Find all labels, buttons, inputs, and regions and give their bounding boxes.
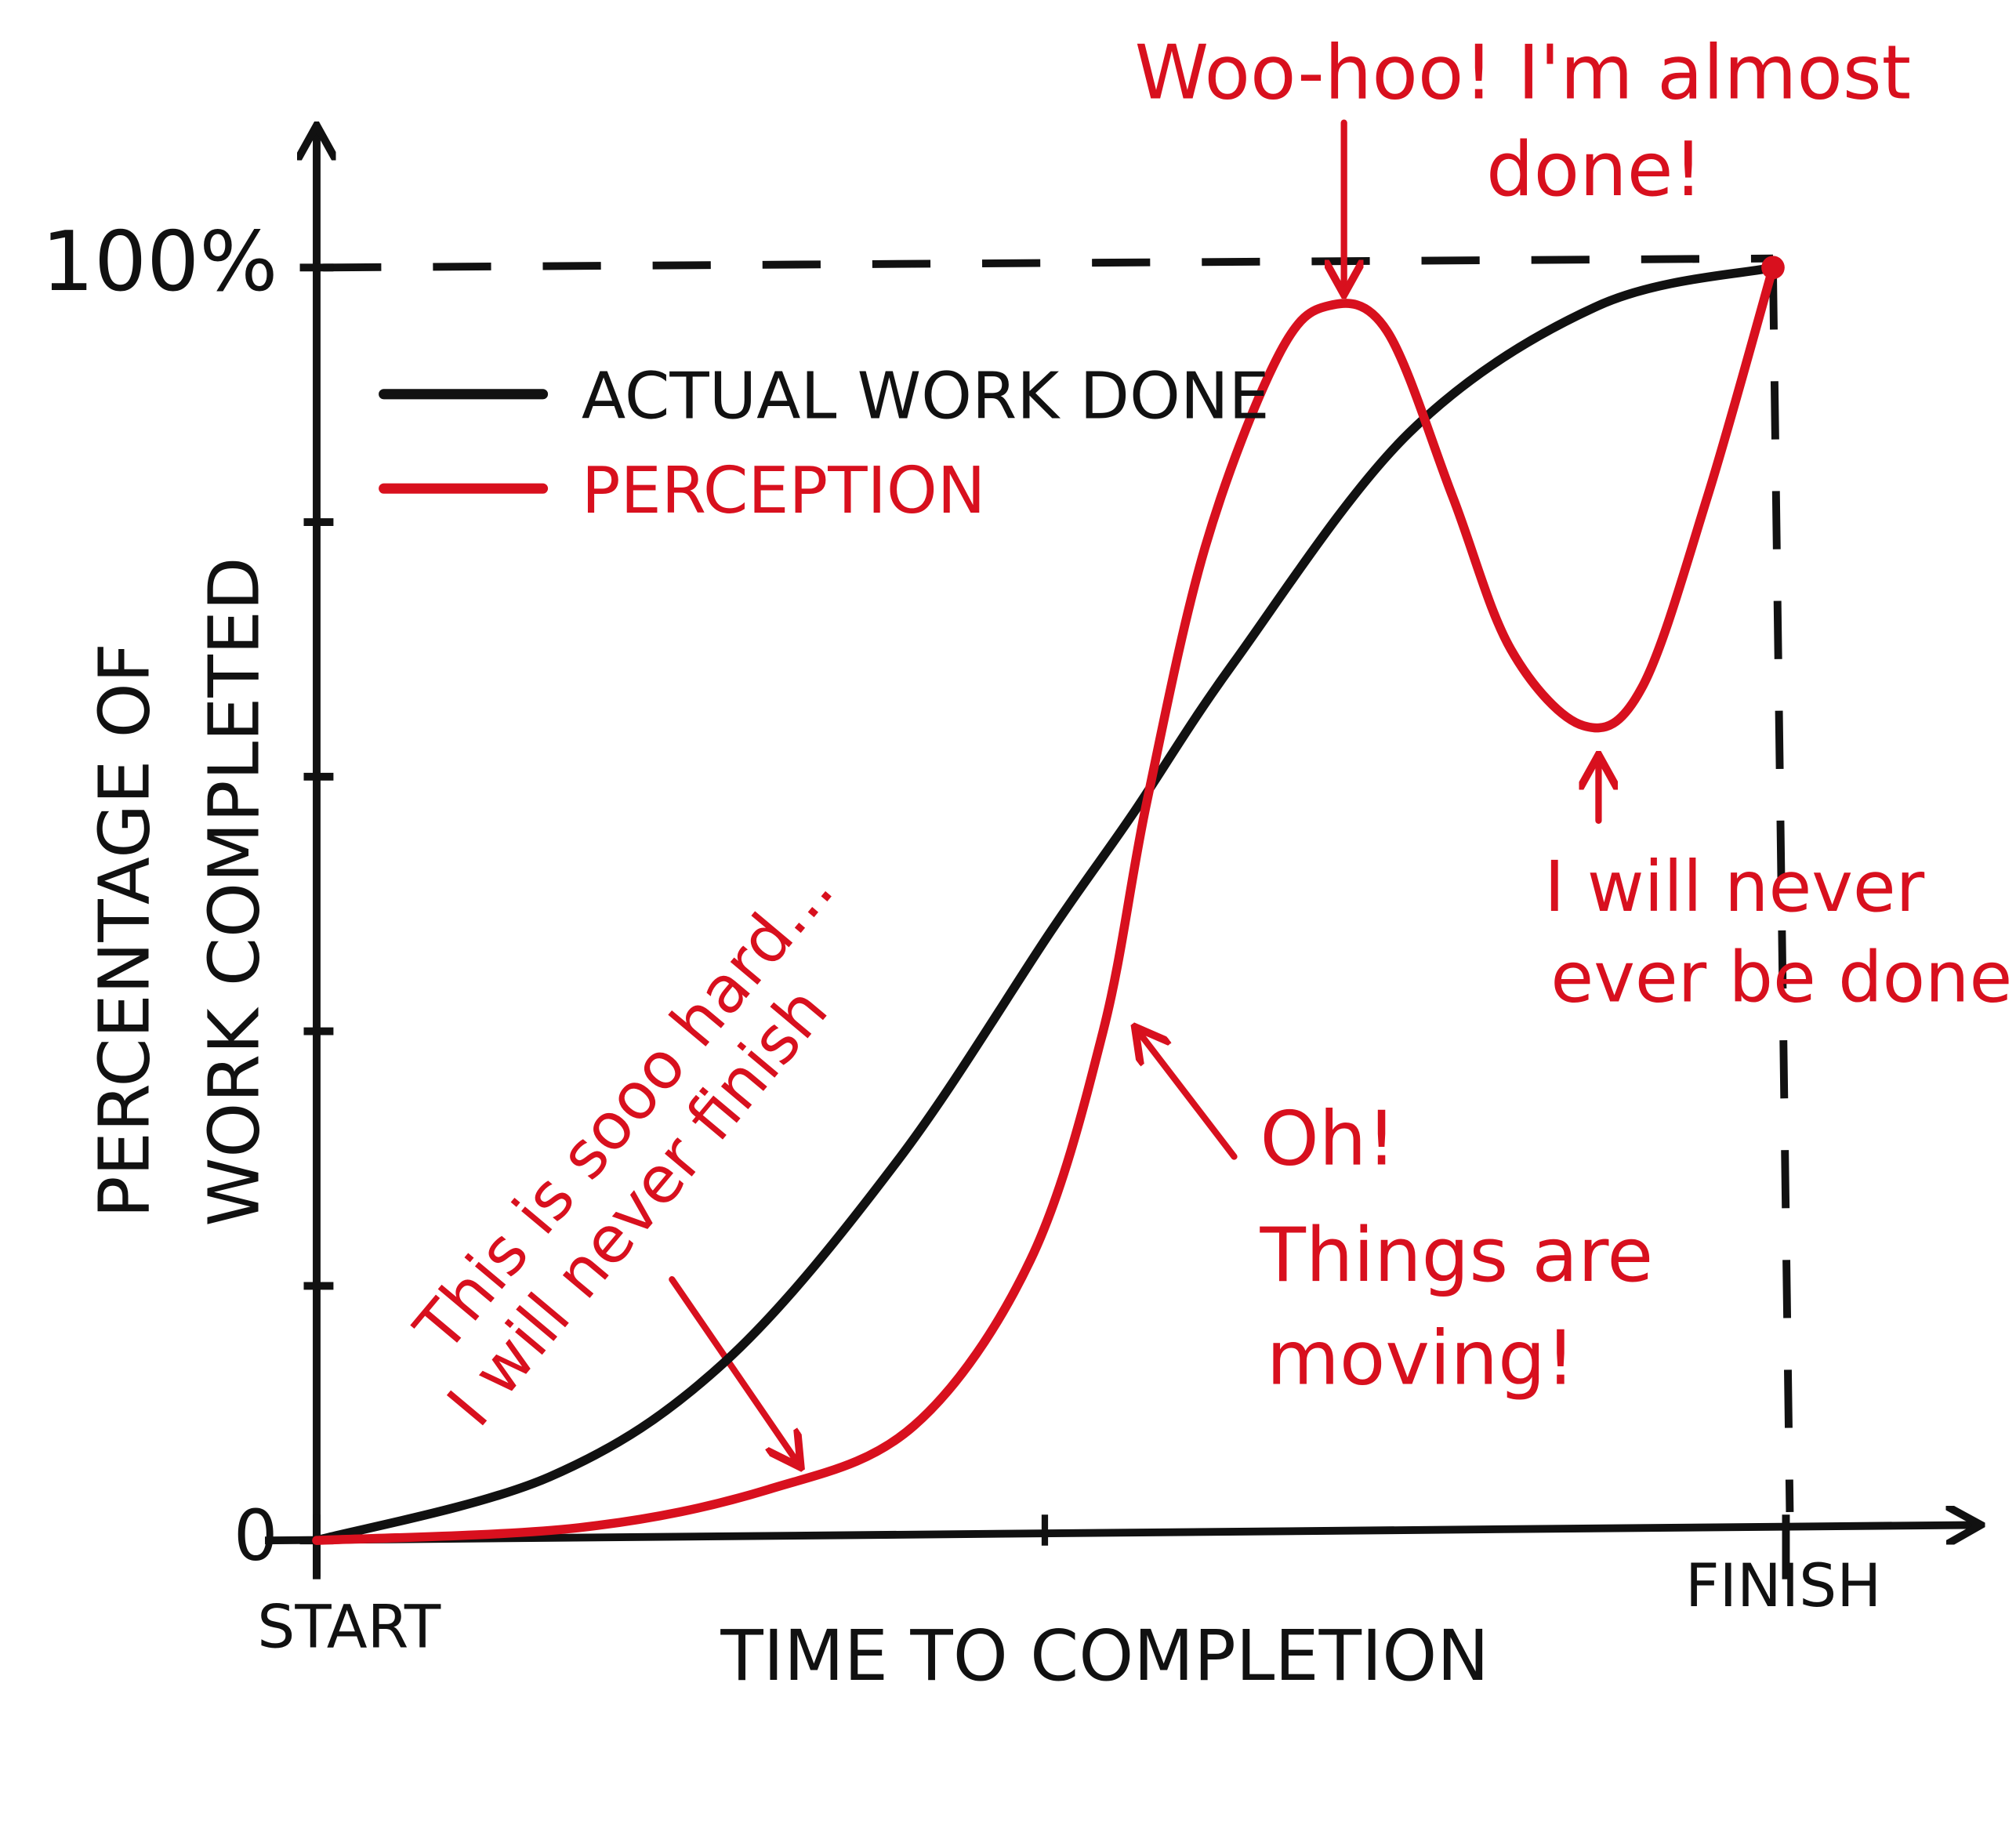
- series-line: [312, 263, 1778, 1545]
- y-tick-label: 0: [234, 1495, 278, 1576]
- legend-label: ACTUAL WORK DONE: [582, 359, 1270, 434]
- annotation: Oh!: [1260, 1094, 1396, 1182]
- x-axis-label: TIME TO COMPLETION: [720, 1615, 1489, 1696]
- annotation: This is sooo hard...: [401, 853, 848, 1366]
- annotation: moving!: [1267, 1315, 1575, 1402]
- annotation-arrow: [1137, 1030, 1238, 1160]
- y-axis-label: PERCENTAGE OF: [83, 643, 165, 1218]
- series-line: [312, 263, 1778, 1545]
- x-axis: [264, 1525, 1977, 1540]
- annotation: ever be done...: [1550, 936, 2016, 1017]
- y-tick-label: 100%: [42, 213, 278, 310]
- annotation: I will never: [1544, 846, 1924, 927]
- finish-dash: [1769, 271, 1794, 1512]
- legend-label: PERCEPTION: [582, 453, 985, 528]
- x-tick-label: FINISH: [1685, 1551, 1881, 1620]
- annotation: done!: [1486, 125, 1703, 213]
- annotation-arrow: [669, 1276, 799, 1464]
- y-axis-label: WORK COMPLETED: [193, 557, 274, 1226]
- target-dash: [323, 254, 1774, 272]
- annotation: Things are: [1259, 1211, 1653, 1299]
- x-tick-label: START: [257, 1593, 441, 1662]
- annotation: Woo-hoo! I'm almost: [1135, 28, 1912, 116]
- end-point: [1761, 256, 1785, 280]
